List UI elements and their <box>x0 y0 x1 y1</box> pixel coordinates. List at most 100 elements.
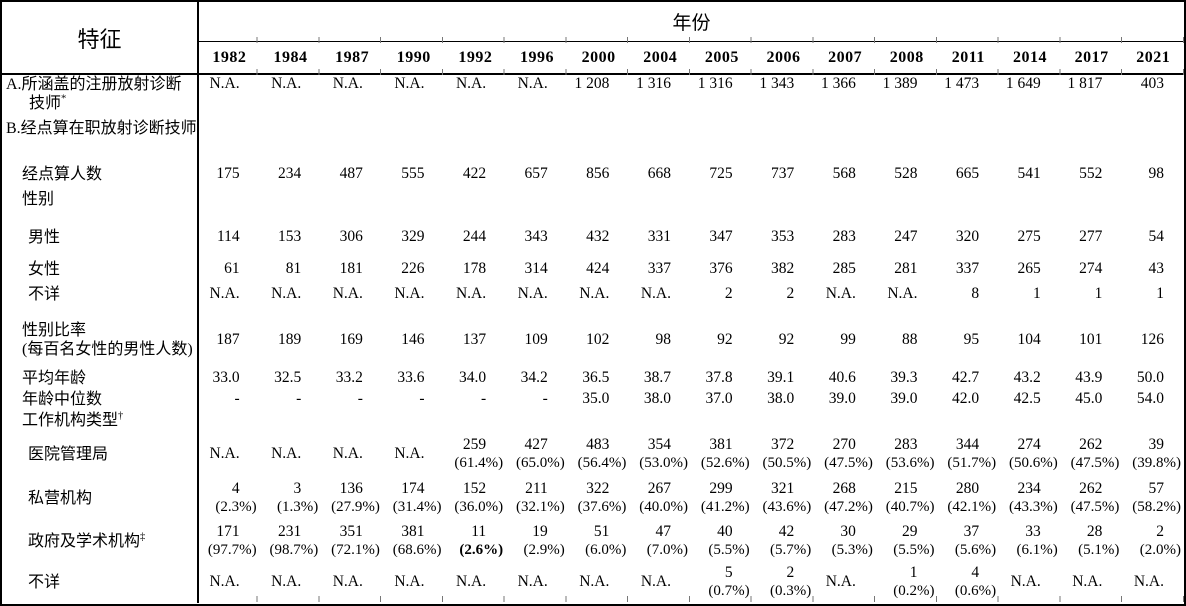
footnote-marker: ‡ <box>140 531 146 543</box>
cell-female-1982: 61 <box>224 260 240 277</box>
cell-hospital-authority-2017: 262 (47.5%) <box>1070 436 1120 471</box>
cell-private-2011: 280 (42.1%) <box>947 480 997 515</box>
cell-mean-age-1987: 33.2 <box>335 369 363 386</box>
cell-sex-ratio-2017: 101 <box>1079 331 1103 348</box>
cell-org-unknown-1992: N.A. <box>455 573 487 590</box>
cell-count-1982: 175 <box>216 165 240 182</box>
cell-govt-academic-2007: 30 (5.3%) <box>831 523 873 558</box>
cell-enumerated-1987 <box>321 119 383 165</box>
cell-sex-1990 <box>383 190 445 221</box>
cell-org-unknown-1990: N.A. <box>394 573 425 590</box>
cell-count-2008: 528 <box>894 165 918 182</box>
cell-registered-1990: N.A. <box>394 75 425 92</box>
cell-count-2017: 552 <box>1079 165 1103 182</box>
cell-sex-unknown-2006: 2 <box>786 285 795 302</box>
cell-sex-unknown-2008: N.A. <box>887 285 918 302</box>
cell-registered-2005: 1 316 <box>697 75 733 92</box>
cell-sex-ratio-1996: 109 <box>524 331 548 348</box>
cell-count-1987: 487 <box>339 165 363 182</box>
cell-female-1996: 314 <box>524 260 548 277</box>
table-row-private: 私营机构 4 (2.3%) 3 (1.3%) 136 (27.9%) 174 (31.4%) 15… <box>2 475 1184 521</box>
cell-org-type-2006 <box>753 411 815 433</box>
cell-hospital-authority-2005: 381 (52.6%) <box>700 436 750 471</box>
cell-sex-ratio-2014: 104 <box>1017 331 1041 348</box>
cell-govt-academic-1982: 171 (97.7%) <box>207 523 257 558</box>
year-header-2004: 2004 <box>629 41 691 75</box>
cell-sex-1992 <box>445 190 507 221</box>
cell-govt-academic-1987: 351 (72.1%) <box>331 523 380 558</box>
cell-org-unknown-2021: N.A. <box>1133 573 1164 590</box>
cell-registered-2021: 403 <box>1140 75 1164 92</box>
cell-mean-age-2021: 50.0 <box>1136 369 1164 386</box>
cell-enumerated-2005 <box>691 119 753 165</box>
cell-registered-2004: 1 316 <box>636 75 671 92</box>
header-group-row: 特征 年份 <box>2 2 1184 75</box>
row-label-sex-unknown: 不详 <box>2 285 199 311</box>
cell-private-2006: 321 (43.6%) <box>762 480 812 515</box>
cell-govt-academic-2008: 29 (5.5%) <box>893 523 935 558</box>
cell-org-type-1992 <box>445 411 507 433</box>
row-label-mean-age: 平均年龄 <box>2 369 199 390</box>
cell-private-2021: 57 (58.2%) <box>1132 480 1181 515</box>
cell-female-1987: 181 <box>339 260 363 277</box>
cell-count-1992: 422 <box>462 165 487 182</box>
cell-mean-age-1982: 33.0 <box>212 369 240 386</box>
cell-hospital-authority-2008: 283 (53.6%) <box>885 436 935 471</box>
year-header-2006: 2006 <box>752 41 815 75</box>
cell-male-1984: 153 <box>278 228 302 245</box>
cell-count-1996: 657 <box>524 165 548 182</box>
cell-count-1990: 555 <box>401 165 425 182</box>
cell-enumerated-2011 <box>938 119 1000 165</box>
cell-registered-2017: 1 817 <box>1067 75 1103 92</box>
cell-sex-2017 <box>1061 190 1123 221</box>
cell-org-unknown-1982: N.A. <box>209 573 240 590</box>
cell-private-2000: 322 (37.6%) <box>577 480 627 515</box>
cell-sex-1996 <box>506 190 568 221</box>
cell-mean-age-1990: 33.6 <box>397 369 425 386</box>
row-label-sex-ratio-note: (每百名女性的男性人数) <box>22 341 193 358</box>
cell-sex-ratio-1987: 169 <box>339 331 363 348</box>
cell-sex-2007 <box>814 190 876 221</box>
cell-female-1992: 178 <box>462 260 487 277</box>
cell-sex-unknown-2005: 2 <box>724 285 733 302</box>
year-header-1987: 1987 <box>321 41 383 75</box>
cell-sex-unknown-2004: N.A. <box>640 285 671 302</box>
cell-sex-unknown-1982: N.A. <box>209 285 240 302</box>
cell-mean-age-2008: 39.3 <box>890 369 918 386</box>
cell-private-2008: 215 (40.7%) <box>885 480 935 515</box>
cell-sex-1982 <box>198 190 260 221</box>
cell-female-2017: 274 <box>1079 260 1103 277</box>
cell-private-1984: 3 (1.3%) <box>277 480 319 515</box>
cell-female-2014: 265 <box>1017 260 1041 277</box>
cell-registered-2011: 1 473 <box>944 75 980 92</box>
cell-govt-academic-2017: 28 (5.1%) <box>1078 523 1120 558</box>
table-row-org-unknown: 不详 N.A. N.A. N.A. N.A. N.A. N.A. N.A. N.A. 5 (0.7%… <box>2 561 1184 603</box>
cell-private-2004: 267 (40.0%) <box>639 480 688 515</box>
cell-count-2014: 541 <box>1017 165 1041 182</box>
cell-male-2005: 347 <box>709 228 733 245</box>
cell-median-age-1992: - <box>480 390 487 407</box>
cell-org-unknown-2006: 2 (0.3%) <box>770 564 812 599</box>
cell-count-2006: 737 <box>771 165 795 182</box>
cell-enumerated-2008 <box>876 119 938 165</box>
cell-sex-2005 <box>691 190 753 221</box>
cell-male-2021: 54 <box>1148 228 1165 245</box>
cell-enumerated-1992 <box>445 119 507 165</box>
cell-mean-age-2011: 42.7 <box>952 369 980 386</box>
cell-sex-2008 <box>876 190 938 221</box>
cell-registered-2007: 1 366 <box>821 75 856 92</box>
table-row-median-age: 年龄中位数 - - - - - - 35.0 38.0 37.0 38.0 39.0 39.0 42.0 4… <box>2 390 1184 411</box>
cell-female-2006: 382 <box>771 260 795 277</box>
cell-registered-1992: N.A. <box>455 75 487 92</box>
row-label-median-age: 年龄中位数 <box>2 390 199 411</box>
year-header-2021: 2021 <box>1122 41 1184 75</box>
cell-median-age-1984: - <box>296 390 302 407</box>
cell-govt-academic-1984: 231 (98.7%) <box>269 523 319 558</box>
cell-hospital-authority-2006: 372 (50.5%) <box>762 436 812 471</box>
cell-registered-2008: 1 389 <box>882 75 918 92</box>
row-label-private: 私营机构 <box>2 475 199 521</box>
table-body: A.所涵盖的注册放射诊断技师* N.A. N.A. N.A. N.A. N.A. N.A. 1… <box>2 74 1184 603</box>
cell-sex-unknown-1996: N.A. <box>517 285 548 302</box>
cell-org-type-1996 <box>506 411 568 433</box>
row-label-enumerated: B.经点算在职放射诊断技师 <box>2 119 199 165</box>
